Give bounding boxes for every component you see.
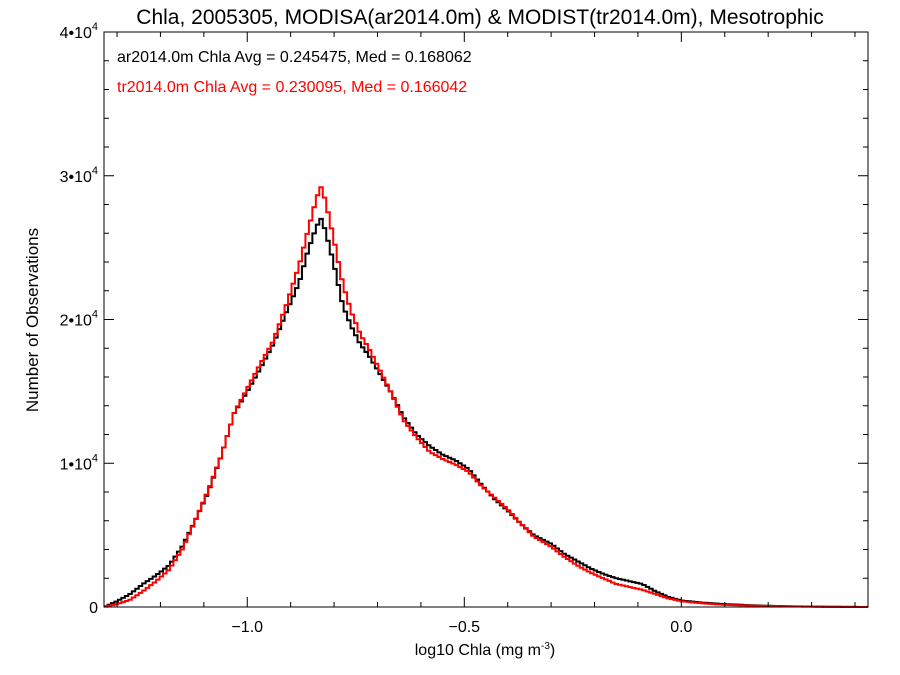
- x-axis-label: log10 Chla (mg m-3): [415, 641, 556, 659]
- y-tick-label: 2•104: [60, 309, 98, 330]
- chart-title: Chla, 2005305, MODISA(ar2014.0m) & MODIS…: [136, 6, 823, 29]
- y-tick-label: 0: [89, 600, 98, 617]
- y-tick-label: 1•104: [60, 452, 98, 473]
- legend: ar2014.0m Chla Avg = 0.245475, Med = 0.1…: [117, 49, 472, 96]
- legend-entry-ar2014: ar2014.0m Chla Avg = 0.245475, Med = 0.1…: [117, 49, 472, 66]
- x-tick-label: 0.0: [670, 619, 692, 636]
- x-tick-label: −0.5: [448, 619, 480, 636]
- x-tick-label: −1.0: [231, 619, 263, 636]
- y-tick-label: 3•104: [60, 165, 98, 186]
- x-axis: −1.0 −0.5 0.0: [116, 32, 856, 636]
- legend-entry-tr2014: tr2014.0m Chla Avg = 0.230095, Med = 0.1…: [117, 79, 467, 96]
- series-line-tr2014.0m: [104, 186, 868, 608]
- y-tick-label: 4•104: [60, 21, 98, 42]
- y-axis: 0 1•104 2•104 3•104 4•104: [60, 21, 868, 617]
- y-axis-label: Number of Observations: [23, 228, 42, 412]
